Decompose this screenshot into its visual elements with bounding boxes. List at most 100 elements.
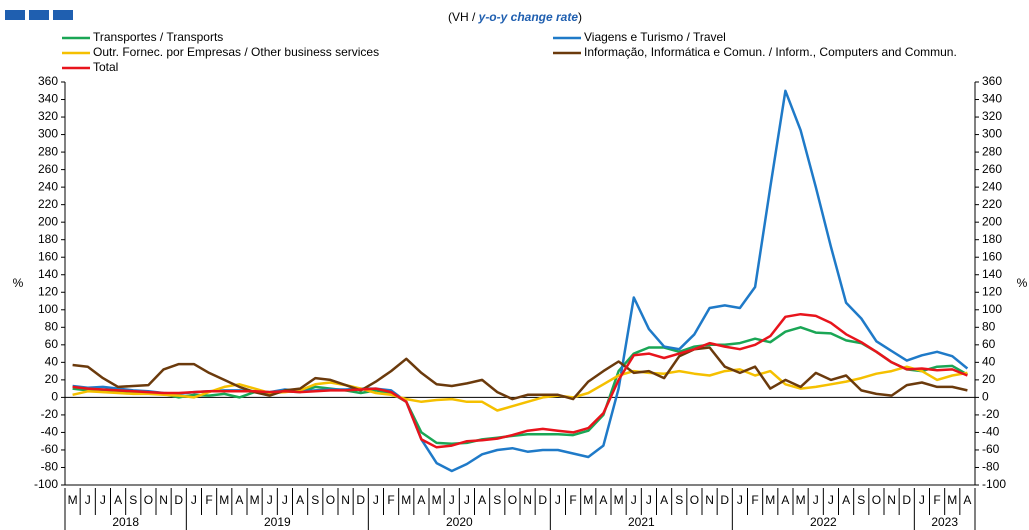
- x-tick-label: J: [813, 493, 819, 507]
- year-label: 2019: [264, 515, 291, 529]
- y-tick-label: 320: [38, 109, 58, 123]
- y2-tick-label: 80: [982, 319, 996, 333]
- x-tick-label: J: [267, 493, 273, 507]
- series-line: [72, 312, 968, 449]
- y-tick-label: 280: [38, 144, 58, 158]
- y2-tick-label: 320: [982, 109, 1002, 123]
- x-tick-label: O: [508, 493, 517, 507]
- series-line: [72, 346, 968, 401]
- x-tick-label: M: [947, 493, 957, 507]
- year-label: 2023: [931, 515, 958, 529]
- y2-tick-label: 40: [982, 355, 996, 369]
- x-tick-label: J: [449, 493, 455, 507]
- x-tick-label: J: [631, 493, 637, 507]
- x-tick-label: J: [282, 493, 288, 507]
- x-tick-label: J: [555, 493, 561, 507]
- y-tick-label: 20: [45, 372, 59, 386]
- x-tick-label: A: [781, 493, 789, 507]
- x-tick-label: F: [387, 493, 394, 507]
- x-tick-label: A: [417, 493, 425, 507]
- x-tick-label: A: [478, 493, 486, 507]
- y2-tick-label: 200: [982, 214, 1002, 228]
- x-tick-label: M: [583, 493, 593, 507]
- x-tick-label: J: [919, 493, 925, 507]
- y-tick-label: 260: [38, 162, 58, 176]
- y-tick-label: 360: [38, 74, 58, 88]
- x-tick-label: N: [705, 493, 714, 507]
- y-tick-label: 140: [38, 267, 58, 281]
- x-tick-label: F: [205, 493, 212, 507]
- x-tick-label: A: [296, 493, 304, 507]
- y2-tick-label: 140: [982, 267, 1002, 281]
- year-label: 2018: [112, 515, 139, 529]
- subtitle-emphasis: y-o-y change rate: [478, 10, 579, 24]
- x-tick-label: N: [887, 493, 896, 507]
- x-tick-label: J: [100, 493, 106, 507]
- x-tick-label: A: [660, 493, 668, 507]
- x-tick-label: S: [857, 493, 865, 507]
- subtitle-suffix: ): [578, 10, 582, 24]
- x-tick-label: O: [326, 493, 335, 507]
- y-tick-label: 40: [45, 355, 59, 369]
- x-tick-label: A: [114, 493, 122, 507]
- y2-tick-label: 220: [982, 197, 1002, 211]
- y2-tick-label: -40: [982, 425, 1000, 439]
- y-tick-label: 340: [38, 92, 58, 106]
- x-tick-label: M: [432, 493, 442, 507]
- series-line: [72, 326, 969, 446]
- y2-tick-label: -100: [982, 477, 1006, 491]
- y-tick-label: -60: [41, 442, 59, 456]
- x-tick-label: M: [614, 493, 624, 507]
- x-tick-label: D: [902, 493, 911, 507]
- y-tick-label: 160: [38, 249, 58, 263]
- y2-tick-label: 300: [982, 127, 1002, 141]
- y-tick-label: -40: [41, 425, 59, 439]
- y2-tick-label: 120: [982, 284, 1002, 298]
- y2-tick-label: 360: [982, 74, 1002, 88]
- year-label: 2022: [810, 515, 837, 529]
- subtitle-prefix: (VH /: [448, 10, 479, 24]
- y2-tick-label: 340: [982, 92, 1002, 106]
- y2-tick-label: 0: [982, 390, 989, 404]
- legend-label: Informação, Informática e Comun. / Infor…: [584, 45, 957, 59]
- x-tick-label: N: [159, 493, 168, 507]
- legend-label: Transportes / Transports: [93, 30, 223, 44]
- x-tick-label: O: [144, 493, 153, 507]
- y-tick-label: -80: [41, 460, 59, 474]
- subtitle: (VH / y-o-y change rate): [448, 10, 582, 24]
- series-line: [72, 365, 968, 412]
- x-tick-label: A: [235, 493, 243, 507]
- legend-label: Viagens e Turismo / Travel: [584, 30, 726, 44]
- x-tick-label: D: [356, 493, 365, 507]
- y2-tick-label: 60: [982, 337, 996, 351]
- logo-block: [5, 10, 25, 20]
- x-tick-label: M: [68, 493, 78, 507]
- y-tick-label: 220: [38, 197, 58, 211]
- x-tick-label: N: [523, 493, 532, 507]
- series-line: [72, 89, 969, 473]
- y-axis-label: %: [13, 276, 24, 290]
- x-tick-label: S: [493, 493, 501, 507]
- x-tick-label: D: [720, 493, 729, 507]
- x-tick-label: M: [765, 493, 775, 507]
- y-tick-label: 300: [38, 127, 58, 141]
- x-tick-label: J: [464, 493, 470, 507]
- y-tick-label: 200: [38, 214, 58, 228]
- y2-tick-label: -80: [982, 460, 1000, 474]
- logo-block: [53, 10, 73, 20]
- y2-tick-label: 240: [982, 179, 1002, 193]
- x-tick-label: F: [569, 493, 576, 507]
- x-tick-label: O: [872, 493, 881, 507]
- y2-tick-label: 100: [982, 302, 1002, 316]
- x-tick-label: S: [129, 493, 137, 507]
- x-tick-label: A: [599, 493, 607, 507]
- x-tick-label: M: [219, 493, 229, 507]
- x-tick-label: O: [690, 493, 699, 507]
- y2-tick-label: -20: [982, 407, 1000, 421]
- x-tick-label: J: [828, 493, 834, 507]
- y-tick-label: 180: [38, 232, 58, 246]
- y-tick-label: 100: [38, 302, 58, 316]
- y2-tick-label: 260: [982, 162, 1002, 176]
- y2-tick-label: 280: [982, 144, 1002, 158]
